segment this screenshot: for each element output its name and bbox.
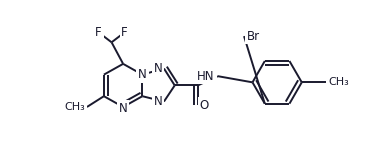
Text: Br: Br bbox=[247, 30, 260, 43]
Text: N: N bbox=[154, 95, 162, 108]
Text: F: F bbox=[122, 26, 128, 39]
Text: CH₃: CH₃ bbox=[329, 77, 350, 87]
Text: CH₃: CH₃ bbox=[65, 102, 85, 112]
Text: HN: HN bbox=[197, 70, 215, 83]
Text: N: N bbox=[138, 68, 147, 81]
Text: O: O bbox=[200, 99, 209, 112]
Text: F: F bbox=[95, 26, 102, 39]
Text: N: N bbox=[154, 62, 162, 75]
Text: N: N bbox=[119, 102, 127, 115]
